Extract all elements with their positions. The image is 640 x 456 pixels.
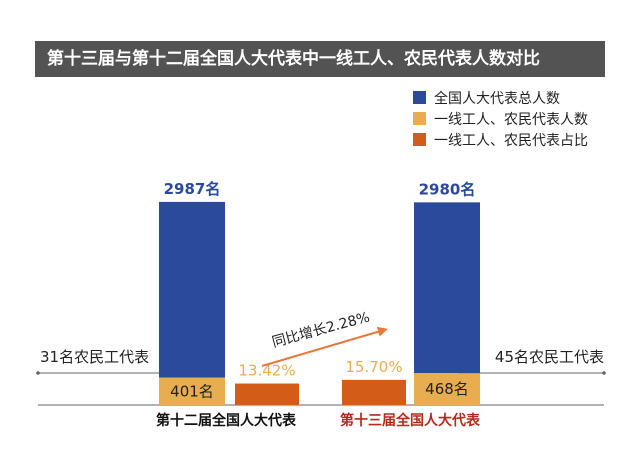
legend-swatch-share [413, 133, 426, 146]
data-label-total-12th: 2987名 [164, 180, 221, 198]
bar-total-12th [159, 201, 225, 378]
data-label-workers-13th: 468名 [425, 380, 469, 398]
data-label-total-13th: 2980名 [419, 180, 476, 198]
annotation-dot-right [602, 371, 606, 375]
bar-workers-13th [414, 373, 480, 405]
side-annotation-left: 31名农民工代表 [40, 348, 149, 366]
legend: 全国人大代表总人数 一线工人、农民代表人数 一线工人、农民代表占比 [413, 90, 588, 149]
bar-share-12th [235, 383, 299, 405]
category-label-12th: 第十二届全国人大代表 [156, 412, 297, 429]
bar-share-13th [342, 379, 406, 405]
data-label-share-12th: 13.42% [238, 362, 295, 380]
data-label-workers-12th: 401名 [170, 382, 214, 400]
legend-swatch-workers [413, 112, 426, 125]
legend-label-share: 一线工人、农民代表占比 [434, 133, 588, 149]
growth-annotation: 同比增长2.28% [270, 309, 371, 350]
side-annotation-right: 45名农民工代表 [495, 348, 604, 366]
bar-total-13th [414, 202, 480, 374]
legend-label-total: 全国人大代表总人数 [434, 90, 560, 107]
annotation-dot-left [36, 371, 40, 375]
data-label-share-13th: 15.70% [345, 358, 402, 376]
chart-title: 第十三届与第十二届全国人大代表中一线工人、农民代表人数对比 [47, 49, 540, 69]
legend-label-workers: 一线工人、农民代表人数 [434, 112, 588, 128]
growth-arrow [261, 326, 388, 367]
legend-swatch-total [413, 91, 426, 104]
category-label-13th: 第十三届全国人大代表 [340, 412, 481, 429]
bar-workers-12th [159, 377, 225, 405]
title-banner: 第十三届与第十二届全国人大代表中一线工人、农民代表人数对比 [35, 41, 605, 77]
